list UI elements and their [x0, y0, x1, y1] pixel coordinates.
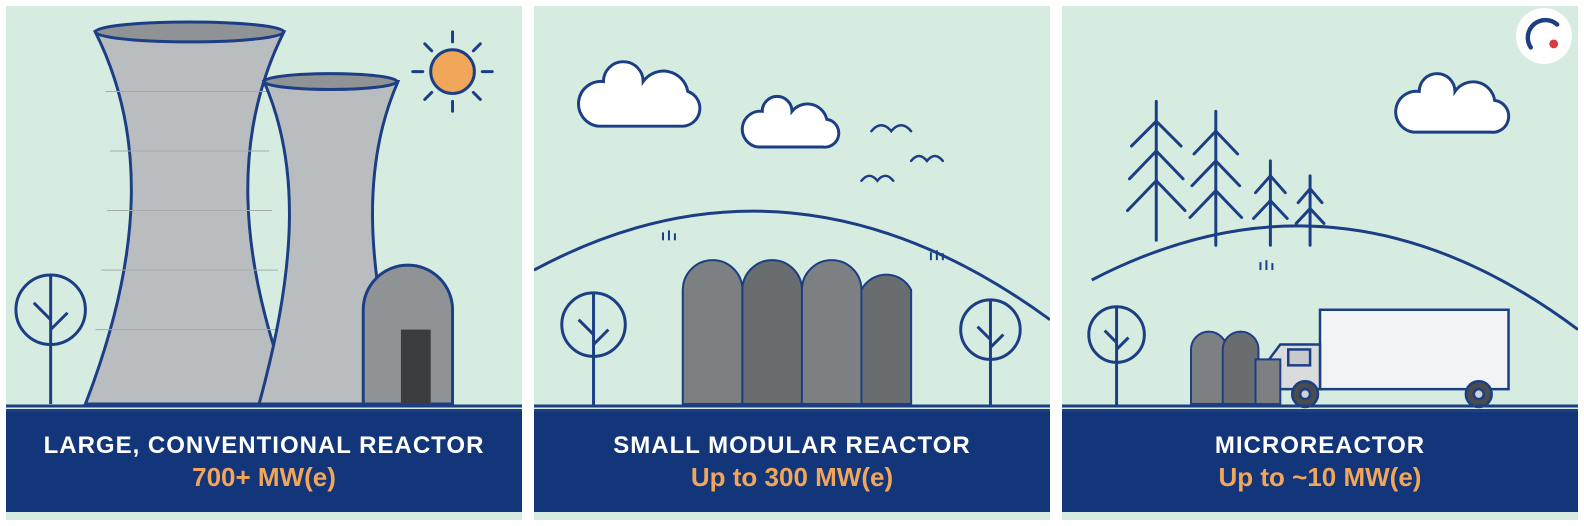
truck-icon	[1265, 310, 1508, 407]
value-smr: Up to 300 MW(e)	[691, 462, 893, 493]
cloud-icon	[579, 62, 839, 147]
tree-right-icon	[961, 300, 1021, 406]
footer-stripe-1	[6, 512, 522, 520]
caption-micro: MICROREACTOR Up to ~10 MW(e)	[1062, 412, 1578, 512]
panel-smr: SMALL MODULAR REACTOR Up to 300 MW(e)	[534, 6, 1050, 520]
caption-smr: SMALL MODULAR REACTOR Up to 300 MW(e)	[534, 412, 1050, 512]
title-smr: SMALL MODULAR REACTOR	[613, 432, 970, 460]
brand-logo-icon	[1516, 8, 1572, 64]
scene-smr	[534, 6, 1050, 412]
grass-icon	[1260, 260, 1272, 270]
birds-icon	[861, 125, 942, 181]
title-micro: MICROREACTOR	[1215, 432, 1425, 460]
scene-large	[6, 6, 522, 412]
footer-stripe-3	[1062, 512, 1578, 520]
title-large: LARGE, CONVENTIONAL REACTOR	[44, 432, 485, 460]
footer-stripe-2	[534, 512, 1050, 520]
panel-microreactor: MICROREACTOR Up to ~10 MW(e)	[1062, 6, 1578, 520]
scene-smr-svg	[534, 6, 1050, 409]
module-cluster-icon	[683, 260, 911, 404]
pine-trees-icon	[1127, 101, 1323, 245]
grass-icon	[663, 230, 943, 260]
scene-micro	[1062, 6, 1578, 412]
value-micro: Up to ~10 MW(e)	[1219, 462, 1422, 493]
scene-micro-svg	[1062, 6, 1578, 409]
reactor-dome-icon	[363, 265, 452, 404]
caption-large: LARGE, CONVENTIONAL REACTOR 700+ MW(e)	[6, 412, 522, 512]
tree-left-icon	[16, 275, 85, 404]
value-large: 700+ MW(e)	[192, 462, 336, 493]
sun-icon	[413, 32, 492, 111]
panel-large-reactor: LARGE, CONVENTIONAL REACTOR 700+ MW(e)	[6, 6, 522, 520]
tree-left-icon	[1089, 307, 1145, 406]
tree-left-icon	[562, 293, 626, 406]
cooling-tower-large	[85, 22, 293, 404]
small-modules-icon	[1191, 332, 1280, 404]
infographic-container: LARGE, CONVENTIONAL REACTOR 700+ MW(e)	[0, 0, 1584, 526]
cloud-icon	[1396, 74, 1509, 133]
scene-large-svg	[6, 6, 522, 409]
